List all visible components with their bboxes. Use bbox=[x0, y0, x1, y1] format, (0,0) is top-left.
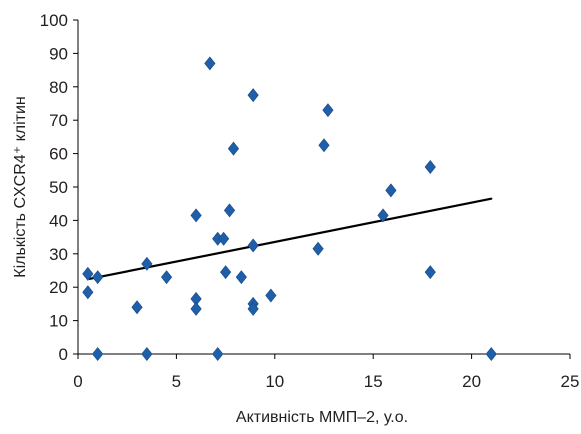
data-point bbox=[235, 270, 247, 285]
data-point bbox=[247, 301, 259, 316]
x-axis-title: Активність ММП–2, у.о. bbox=[236, 409, 408, 426]
x-tick-label: 5 bbox=[172, 372, 181, 391]
data-point bbox=[92, 347, 104, 361]
data-point bbox=[424, 159, 436, 174]
trendline bbox=[88, 197, 493, 280]
x-ticks: 0 5 10 15 20 25 bbox=[73, 354, 579, 391]
data-point bbox=[141, 347, 153, 361]
x-tick-label: 10 bbox=[265, 372, 284, 391]
y-tick-label: 100 bbox=[40, 11, 68, 30]
y-tick-label: 80 bbox=[49, 78, 68, 97]
data-point bbox=[82, 266, 94, 281]
y-tick-label: 70 bbox=[49, 111, 68, 130]
data-point bbox=[82, 285, 94, 300]
data-point bbox=[377, 208, 389, 223]
y-tick-label: 10 bbox=[49, 312, 68, 331]
data-point bbox=[385, 183, 397, 198]
y-tick-label: 60 bbox=[49, 145, 68, 164]
data-point bbox=[190, 208, 202, 223]
data-point bbox=[424, 265, 436, 280]
x-tick-label: 20 bbox=[462, 372, 481, 391]
data-point bbox=[247, 88, 259, 103]
data-point bbox=[227, 141, 240, 156]
y-tick-label: 20 bbox=[49, 278, 68, 297]
data-point bbox=[190, 301, 202, 316]
data-point bbox=[160, 270, 173, 285]
axes: 0 10 20 30 40 50 60 70 80 90 100 0 5 10 15 20 25 bbox=[40, 11, 580, 391]
y-tick-label: 0 bbox=[59, 345, 68, 364]
points-layer bbox=[82, 56, 497, 361]
y-ticks: 0 10 20 30 40 50 60 70 80 90 100 bbox=[40, 11, 78, 364]
x-tick-label: 0 bbox=[73, 372, 82, 391]
data-point bbox=[141, 256, 153, 271]
data-point bbox=[322, 103, 334, 118]
data-point bbox=[318, 138, 330, 153]
x-tick-label: 25 bbox=[561, 372, 580, 391]
y-tick-label: 30 bbox=[49, 245, 68, 264]
x-tick-label: 15 bbox=[364, 372, 383, 391]
y-tick-label: 50 bbox=[49, 178, 68, 197]
y-tick-label: 90 bbox=[49, 44, 68, 63]
data-point bbox=[218, 231, 230, 246]
y-tick-label: 40 bbox=[49, 211, 68, 230]
data-point bbox=[92, 270, 104, 285]
data-point bbox=[220, 265, 232, 280]
data-point bbox=[204, 56, 216, 71]
data-point bbox=[223, 203, 236, 218]
data-point bbox=[212, 347, 224, 361]
data-point bbox=[247, 238, 259, 253]
data-point bbox=[312, 241, 324, 256]
data-point bbox=[131, 300, 143, 315]
y-axis-title: Кількість CXCR4⁺ клітин bbox=[12, 96, 29, 278]
data-point bbox=[485, 347, 497, 361]
trendline-layer bbox=[88, 197, 493, 280]
data-point bbox=[265, 288, 277, 303]
